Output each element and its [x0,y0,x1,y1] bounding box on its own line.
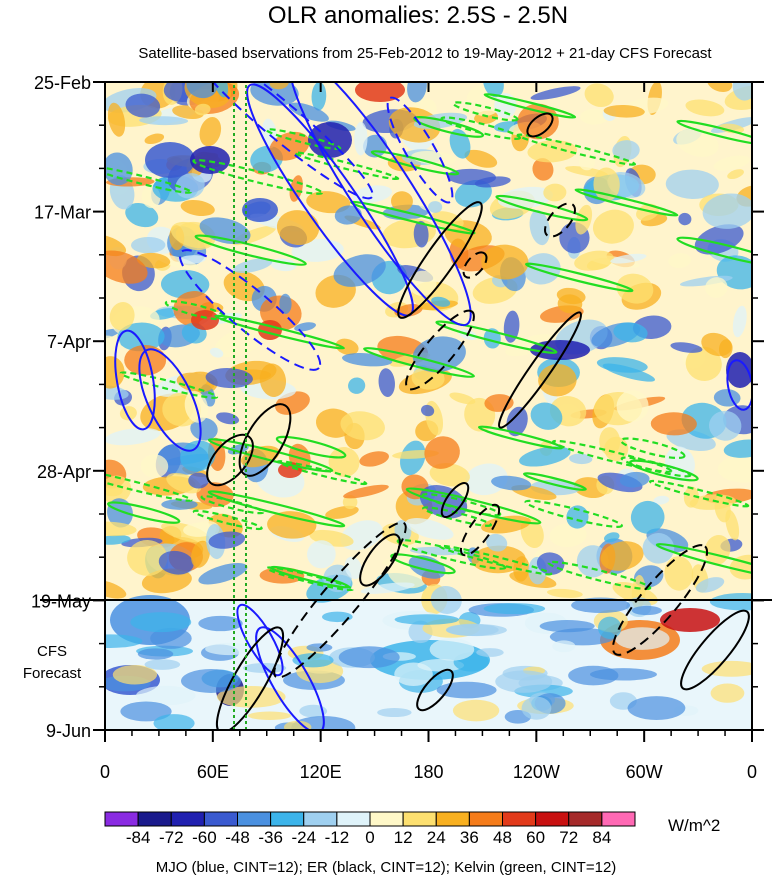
colorbar-label: -84 [126,828,151,847]
y-tick-label: 17-Mar [34,203,91,223]
y-tick-label: 25-Feb [34,73,91,93]
colorbar-label: -24 [291,828,316,847]
colorbar-swatch [468,811,503,827]
colorbar-swatch [203,811,238,827]
kelvin-contours [105,93,752,592]
x-tick-label: 60E [197,762,229,782]
x-tick-label: 0 [747,762,757,782]
colorbar-units: W/m^2 [668,816,720,835]
colorbar-swatch [369,811,404,827]
colorbar-swatch [502,811,537,827]
forecast-label-line1: CFS [37,643,67,660]
x-axis: 0 60E 120E 180 120W 60W 0 [100,82,757,782]
colorbar-swatch [270,811,305,827]
footer-legend-note: MJO (blue, CINT=12); ER (black, CINT=12)… [156,859,617,876]
forecast-label-line2: Forecast [23,665,82,682]
y-tick-label: 7-Apr [47,332,91,352]
colorbar-swatch [336,811,371,827]
x-tick-label: 120W [513,762,560,782]
y-axis: 25-Feb 17-Mar 7-Apr 28-Apr 19-May 9-Jun [31,73,764,741]
colorbar-swatch [237,811,272,827]
colorbar-swatch [435,811,470,827]
colorbar-swatch [601,811,636,827]
colorbar-swatch [170,811,205,827]
colorbar-label: 12 [394,828,413,847]
colorbar-swatch [303,811,338,827]
x-tick-label: 60W [626,762,663,782]
colorbar-swatch [568,811,603,827]
colorbar-swatch [535,811,570,827]
colorbar-label: 0 [365,828,374,847]
er-contours [206,112,750,730]
colorbar-label: -60 [192,828,217,847]
colorbar: -84 -72 -60 -48 -36 -24 -12 0 12 24 36 48 60 72 84 [104,811,636,847]
colorbar-label: -72 [159,828,184,847]
x-tick-label: 0 [100,762,110,782]
y-tick-label: 19-May [31,591,91,611]
colorbar-label: -36 [258,828,283,847]
colorbar-label: 72 [559,828,578,847]
colorbar-label: -48 [225,828,250,847]
x-tick-label: 180 [413,762,443,782]
colorbar-swatch [402,811,437,827]
chart-subtitle: Satellite-based bservations from 25-Feb-… [138,45,712,62]
colorbar-label: -12 [325,828,350,847]
mjo-contours [114,82,752,730]
colorbar-swatch [104,811,139,827]
colorbar-label: 36 [460,828,479,847]
colorbar-label: 24 [427,828,446,847]
colorbar-swatch [137,811,172,827]
x-tick-label: 120E [300,762,342,782]
colorbar-label: 84 [592,828,611,847]
y-tick-label: 9-Jun [46,721,91,741]
colorbar-label: 48 [493,828,512,847]
colorbar-label: 60 [526,828,545,847]
heatmap-field [105,82,752,730]
y-tick-label: 28-Apr [37,462,91,482]
chart-title: OLR anomalies: 2.5S - 2.5N [268,2,568,29]
